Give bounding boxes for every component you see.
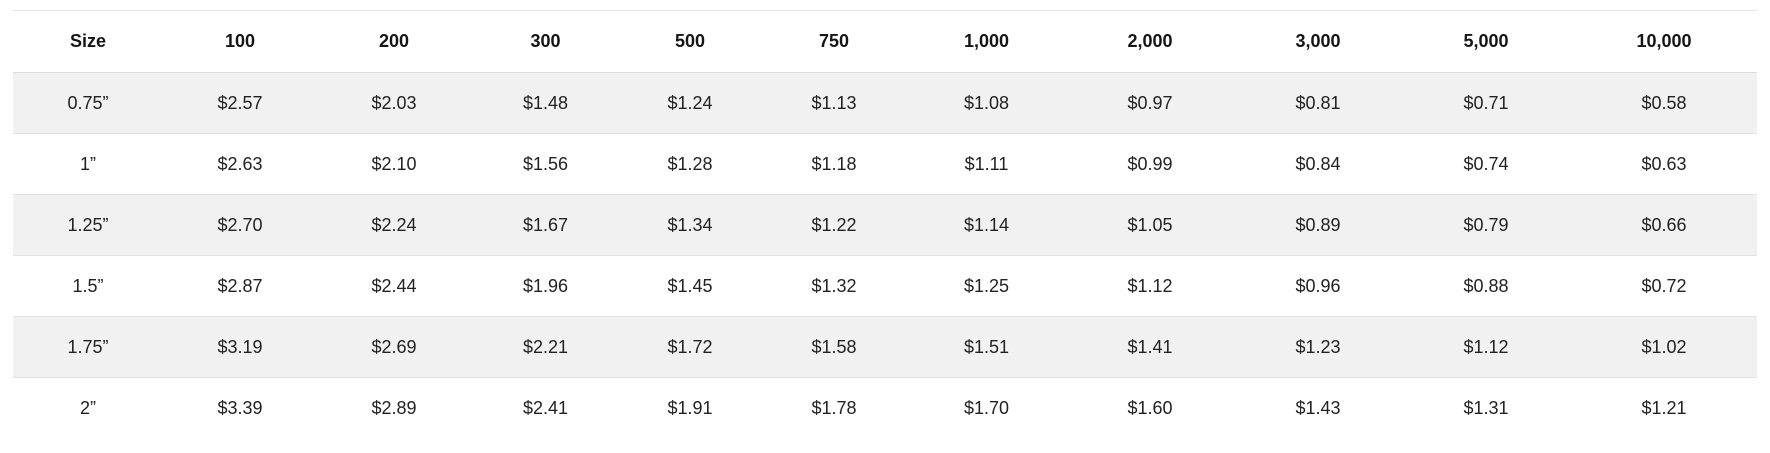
price-cell: $1.45 (667, 275, 713, 296)
header-qty-100: 100 (224, 31, 256, 51)
price-cell: $1.22 (811, 214, 857, 235)
price-cell: $2.69 (371, 336, 417, 357)
price-cell: $2.10 (371, 153, 417, 174)
price-cell: $2.24 (371, 214, 417, 235)
price-cell: $1.12 (1127, 275, 1173, 296)
price-cell: $3.39 (217, 397, 263, 418)
header-qty-500: 500 (674, 31, 706, 51)
price-cell: $1.48 (522, 92, 569, 113)
size-cell: 1.75” (67, 336, 109, 357)
header-qty-750: 750 (818, 31, 850, 51)
price-cell: $1.13 (811, 92, 857, 113)
price-cell: $2.89 (371, 397, 417, 418)
header-row: Size 100 200 300 500 750 1,000 2,000 3,0… (13, 10, 1757, 73)
price-cell: $1.43 (1295, 397, 1341, 418)
price-cell: $1.25 (963, 275, 1010, 296)
price-cell: $2.63 (217, 153, 263, 174)
price-cell: $1.08 (963, 92, 1010, 113)
size-cell: 0.75” (67, 92, 109, 113)
price-cell: $0.89 (1295, 214, 1341, 235)
price-cell: $1.21 (1641, 397, 1687, 418)
price-cell: $1.18 (811, 153, 857, 174)
price-cell: $0.79 (1463, 214, 1509, 235)
price-cell: $1.41 (1127, 336, 1173, 357)
price-cell: $1.96 (522, 275, 569, 296)
price-cell: $1.72 (667, 336, 713, 357)
price-cell: $0.72 (1641, 275, 1687, 296)
header-qty-3000: 3,000 (1295, 31, 1341, 51)
price-cell: $0.58 (1641, 92, 1687, 113)
price-cell: $0.66 (1641, 214, 1687, 235)
table-row: 0.75” $2.57 $2.03 $1.48 $1.24 $1.13 $1.0… (13, 72, 1757, 134)
size-cell: 1” (79, 153, 96, 174)
table-row: 1.5” $2.87 $2.44 $1.96 $1.45 $1.32 $1.25… (13, 256, 1757, 317)
price-cell: $0.71 (1463, 92, 1509, 113)
price-cell: $2.44 (371, 275, 417, 296)
price-cell: $1.24 (667, 92, 713, 113)
price-cell: $2.57 (217, 92, 263, 113)
price-cell: $0.96 (1295, 275, 1341, 296)
price-cell: $1.58 (811, 336, 857, 357)
price-cell: $0.84 (1295, 153, 1341, 174)
header-qty-300: 300 (530, 31, 561, 51)
price-cell: $2.03 (371, 92, 417, 113)
table-header: Size 100 200 300 500 750 1,000 2,000 3,0… (13, 10, 1757, 73)
price-cell: $1.11 (964, 153, 1009, 174)
size-cell: 1.5” (72, 275, 104, 296)
price-cell: $1.05 (1127, 214, 1173, 235)
price-cell: $1.12 (1463, 336, 1509, 357)
header-qty-1000: 1,000 (963, 31, 1010, 51)
price-cell: $0.63 (1641, 153, 1687, 174)
header-qty-200: 200 (378, 31, 410, 51)
price-cell: $1.32 (811, 275, 857, 296)
header-qty-10000: 10,000 (1636, 31, 1692, 51)
price-cell: $1.78 (811, 397, 857, 418)
price-cell: $1.02 (1641, 336, 1687, 357)
price-cell: $1.70 (963, 397, 1010, 418)
price-cell: $1.31 (1463, 397, 1509, 418)
price-cell: $1.60 (1127, 397, 1173, 418)
price-cell: $2.87 (217, 275, 263, 296)
price-cell: $1.23 (1295, 336, 1341, 357)
price-cell: $2.70 (217, 214, 263, 235)
price-cell: $1.56 (522, 153, 569, 174)
price-cell: $1.34 (667, 214, 713, 235)
price-cell: $0.97 (1127, 92, 1173, 113)
price-cell: $0.81 (1295, 92, 1341, 113)
table-row: 1.75” $3.19 $2.69 $2.21 $1.72 $1.58 $1.5… (13, 316, 1757, 378)
price-cell: $1.14 (963, 214, 1010, 235)
price-table: Size 100 200 300 500 750 1,000 2,000 3,0… (13, 10, 1757, 439)
price-cell: $1.51 (963, 336, 1010, 357)
header-size: Size (69, 31, 107, 51)
header-qty-2000: 2,000 (1127, 31, 1173, 51)
header-qty-5000: 5,000 (1463, 31, 1509, 51)
size-cell: 1.25” (67, 214, 109, 235)
table-row: 1” $2.63 $2.10 $1.56 $1.28 $1.18 $1.11 $… (13, 134, 1757, 195)
price-cell: $1.28 (667, 153, 713, 174)
price-cell: $0.99 (1127, 153, 1173, 174)
price-cell: $2.41 (522, 397, 569, 418)
price-table-container: Size 100 200 300 500 750 1,000 2,000 3,0… (13, 10, 1757, 439)
price-cell: $0.74 (1463, 153, 1509, 174)
price-cell: $1.91 (667, 397, 713, 418)
price-cell: $0.88 (1463, 275, 1509, 296)
table-row: 1.25” $2.70 $2.24 $1.67 $1.34 $1.22 $1.1… (13, 194, 1757, 256)
price-cell: $3.19 (217, 336, 263, 357)
price-cell: $2.21 (522, 336, 569, 357)
table-body: 0.75” $2.57 $2.03 $1.48 $1.24 $1.13 $1.0… (13, 72, 1757, 439)
size-cell: 2” (79, 397, 96, 418)
table-row: 2” $3.39 $2.89 $2.41 $1.91 $1.78 $1.70 $… (13, 378, 1757, 439)
price-cell: $1.67 (522, 214, 569, 235)
